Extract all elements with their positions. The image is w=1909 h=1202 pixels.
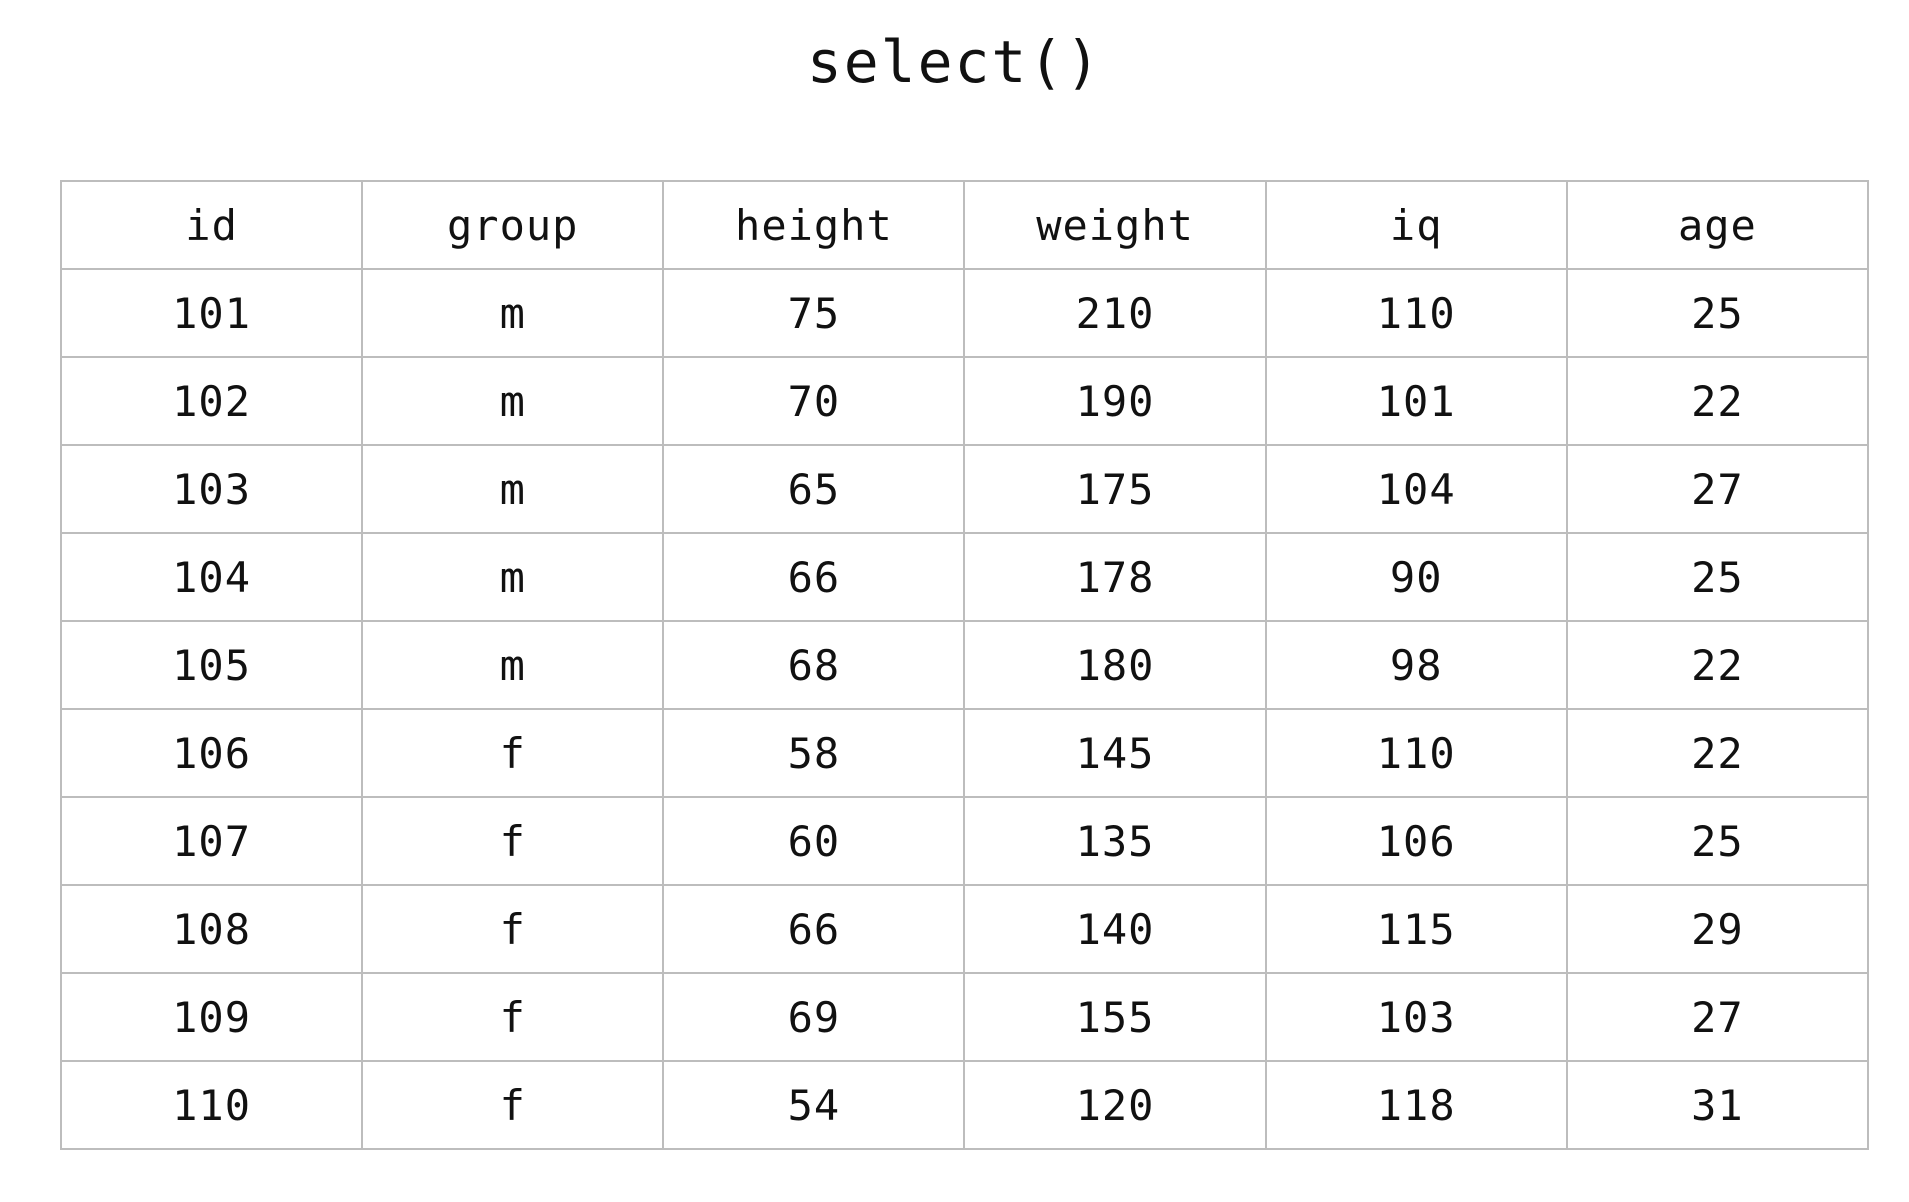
table-cell-iq: 101 [1264, 356, 1568, 446]
table-cell-iq: 104 [1264, 444, 1568, 534]
table-cell-id: 108 [59, 884, 364, 974]
table-cell-height: 66 [662, 532, 966, 622]
table-cell-weight: 120 [963, 1060, 1267, 1150]
table-cell-age: 31 [1565, 1060, 1870, 1150]
table-header: id group height weight iq age [59, 180, 1870, 270]
table-cell-weight: 178 [963, 532, 1267, 622]
table-cell-age: 27 [1565, 972, 1870, 1062]
table-cell-weight: 175 [963, 444, 1267, 534]
table-cell-height: 60 [662, 796, 966, 886]
table-cell-group: m [361, 444, 665, 534]
table-cell-height: 70 [662, 356, 966, 446]
table-cell-height: 58 [662, 708, 966, 798]
table-cell-weight: 145 [963, 708, 1267, 798]
header-row: id group height weight iq age [59, 180, 1870, 270]
table-cell-id: 107 [59, 796, 364, 886]
table-cell-weight: 210 [963, 268, 1267, 358]
table-cell-iq: 115 [1264, 884, 1568, 974]
table-cell-weight: 190 [963, 356, 1267, 446]
table-cell-weight: 135 [963, 796, 1267, 886]
table-cell-age: 22 [1565, 620, 1870, 710]
table-body: 101 m 75 210 110 25 102 m 70 190 101 22 103 m 65 175 104… [59, 268, 1870, 1150]
table-cell-iq: 106 [1264, 796, 1568, 886]
page-title: select() [806, 28, 1103, 96]
table-cell-height: 69 [662, 972, 966, 1062]
table-cell-id: 103 [59, 444, 364, 534]
table-cell-iq: 110 [1264, 708, 1568, 798]
column-header-height: height [662, 180, 966, 270]
column-header-group: group [361, 180, 665, 270]
table-cell-id: 109 [59, 972, 364, 1062]
table-row: 104 m 66 178 90 25 [59, 532, 1870, 622]
table-cell-id: 101 [59, 268, 364, 358]
table-row: 108 f 66 140 115 29 [59, 884, 1870, 974]
table-cell-group: f [361, 884, 665, 974]
table-cell-weight: 180 [963, 620, 1267, 710]
table-cell-height: 65 [662, 444, 966, 534]
table-cell-iq: 98 [1264, 620, 1568, 710]
table-row: 103 m 65 175 104 27 [59, 444, 1870, 534]
table-row: 106 f 58 145 110 22 [59, 708, 1870, 798]
table-cell-group: m [361, 620, 665, 710]
table-cell-iq: 90 [1264, 532, 1568, 622]
table-cell-height: 66 [662, 884, 966, 974]
table-cell-group: m [361, 268, 665, 358]
table-cell-iq: 110 [1264, 268, 1568, 358]
table-cell-group: m [361, 532, 665, 622]
table-cell-weight: 155 [963, 972, 1267, 1062]
table-cell-age: 29 [1565, 884, 1870, 974]
table-cell-age: 22 [1565, 356, 1870, 446]
table-cell-height: 54 [662, 1060, 966, 1150]
table-cell-iq: 118 [1264, 1060, 1568, 1150]
table-cell-age: 25 [1565, 268, 1870, 358]
table-cell-group: f [361, 1060, 665, 1150]
table-cell-id: 105 [59, 620, 364, 710]
table-cell-weight: 140 [963, 884, 1267, 974]
column-header-age: age [1565, 180, 1870, 270]
table-cell-id: 102 [59, 356, 364, 446]
table-cell-id: 104 [59, 532, 364, 622]
table-row: 105 m 68 180 98 22 [59, 620, 1870, 710]
table-row: 110 f 54 120 118 31 [59, 1060, 1870, 1150]
table-cell-group: f [361, 796, 665, 886]
table-cell-id: 106 [59, 708, 364, 798]
table-row: 109 f 69 155 103 27 [59, 972, 1870, 1062]
table-cell-age: 27 [1565, 444, 1870, 534]
data-table: id group height weight iq age 101 m 75 210 110 25 1… [59, 180, 1870, 1150]
table-cell-age: 25 [1565, 532, 1870, 622]
table-row: 102 m 70 190 101 22 [59, 356, 1870, 446]
column-header-iq: iq [1264, 180, 1568, 270]
table-cell-group: f [361, 972, 665, 1062]
table-cell-height: 68 [662, 620, 966, 710]
column-header-id: id [59, 180, 364, 270]
table-cell-age: 22 [1565, 708, 1870, 798]
table-row: 107 f 60 135 106 25 [59, 796, 1870, 886]
table-cell-iq: 103 [1264, 972, 1568, 1062]
table-row: 101 m 75 210 110 25 [59, 268, 1870, 358]
table-cell-height: 75 [662, 268, 966, 358]
table-cell-age: 25 [1565, 796, 1870, 886]
table-cell-group: f [361, 708, 665, 798]
table-cell-group: m [361, 356, 665, 446]
table-cell-id: 110 [59, 1060, 364, 1150]
column-header-weight: weight [963, 180, 1267, 270]
